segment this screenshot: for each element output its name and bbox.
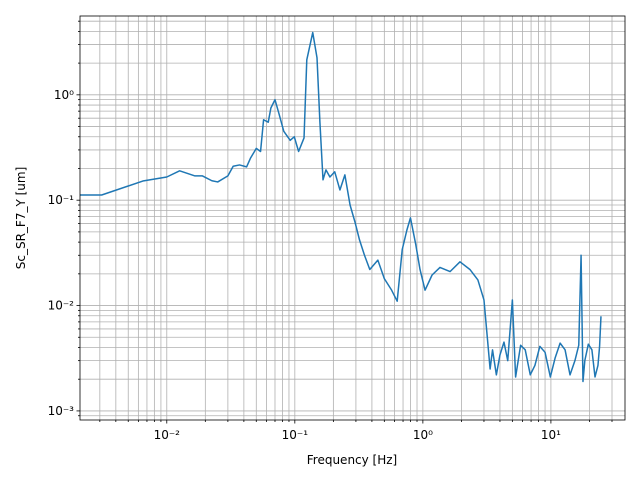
y-tick-label: 10⁻³: [48, 404, 75, 418]
y-tick-label: 10⁰: [54, 88, 74, 102]
plot-frame: [79, 15, 626, 421]
x-tick-label: 10⁰: [413, 428, 433, 442]
y-tick-label: 10⁻²: [48, 299, 75, 313]
x-tick-label: 10⁻²: [154, 428, 181, 442]
x-tick-label: 10¹: [541, 428, 561, 442]
x-tick-label: 10⁻¹: [282, 428, 309, 442]
data-line: [80, 31, 602, 383]
y-tick-label: 10⁻¹: [48, 193, 75, 207]
x-axis-label: Frequency [Hz]: [307, 453, 398, 467]
y-axis-label: Sc_SR_F7_Y [um]: [14, 167, 28, 270]
